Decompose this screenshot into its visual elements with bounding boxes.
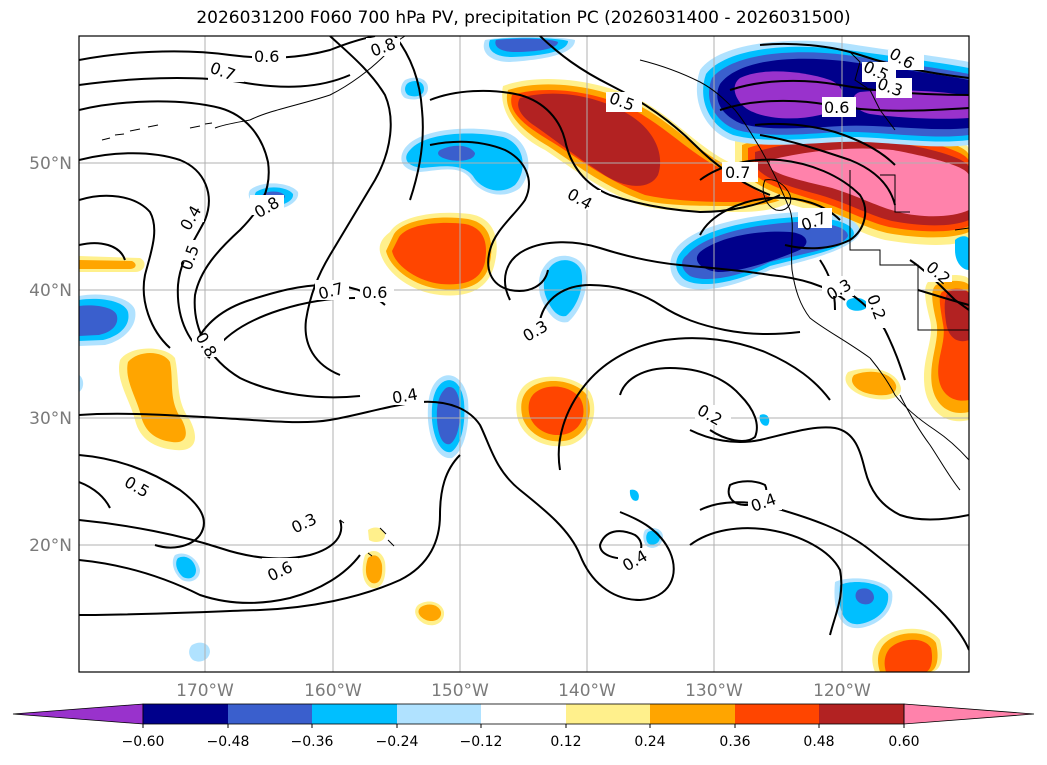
lon-label-120w: 120°W xyxy=(813,681,871,701)
lon-label-130w: 130°W xyxy=(685,681,743,701)
colorbar-tick-label: −0.60 xyxy=(122,734,165,750)
colorbar-tick-label: −0.24 xyxy=(376,734,419,750)
contour-label: 0.6 xyxy=(824,98,849,117)
longitude-labels: 170°W 160°W 150°W 140°W 130°W 120°W xyxy=(176,681,871,701)
pv-contours xyxy=(79,36,969,651)
contour-label: 0.6 xyxy=(254,47,279,66)
lat-label-20n: 20°N xyxy=(29,536,72,556)
colorbar: −0.60 −0.48 −0.36 −0.24 −0.12 0.12 0.24 … xyxy=(12,703,1035,750)
colorbar-segment xyxy=(650,704,735,724)
colorbar-segment xyxy=(735,704,819,724)
colorbar-tick-label: −0.48 xyxy=(207,734,250,750)
lat-label-50n: 50°N xyxy=(29,154,72,174)
colorbar-segment xyxy=(481,704,566,724)
map-border xyxy=(78,35,970,673)
colorbar-segment xyxy=(228,704,312,724)
lon-label-160w: 160°W xyxy=(304,681,362,701)
lon-label-150w: 150°W xyxy=(431,681,489,701)
coastlines xyxy=(101,36,969,557)
latitude-labels: 50°N 40°N 30°N 20°N xyxy=(29,154,72,556)
colorbar-segment xyxy=(819,704,904,724)
lon-label-170w: 170°W xyxy=(176,681,234,701)
colorbar-extend-high xyxy=(903,703,1035,725)
colorbar-segment xyxy=(566,704,650,724)
lat-label-40n: 40°N xyxy=(29,281,72,301)
colorbar-tick-label: 0.48 xyxy=(803,734,834,750)
map-title: 2026031200 F060 700 hPa PV, precipitatio… xyxy=(196,8,851,28)
colorbar-tick-label: −0.36 xyxy=(291,734,334,750)
lon-label-140w: 140°W xyxy=(558,681,616,701)
colorbar-segment xyxy=(397,704,481,724)
contour-label: 0.4 xyxy=(391,384,419,407)
colorbar-tick-label: 0.36 xyxy=(719,734,750,750)
colorbar-tick-label: 0.12 xyxy=(550,734,581,750)
colorbar-tick-label: −0.12 xyxy=(460,734,503,750)
colorbar-extend-low xyxy=(12,703,144,725)
lat-label-30n: 30°N xyxy=(29,409,72,429)
contour-label: 0.7 xyxy=(725,163,750,182)
contour-label: 0.6 xyxy=(362,283,387,302)
contour-label-group: 0.6 0.7 0.8 0.5 0.4 0.8 0.5 0.4 0.7 0.6 … xyxy=(120,36,954,585)
colorbar-segment xyxy=(143,704,228,724)
colorbar-segment xyxy=(312,704,397,724)
colorbar-tick-label: 0.60 xyxy=(888,734,919,750)
colorbar-tick-label: 0.24 xyxy=(634,734,665,750)
